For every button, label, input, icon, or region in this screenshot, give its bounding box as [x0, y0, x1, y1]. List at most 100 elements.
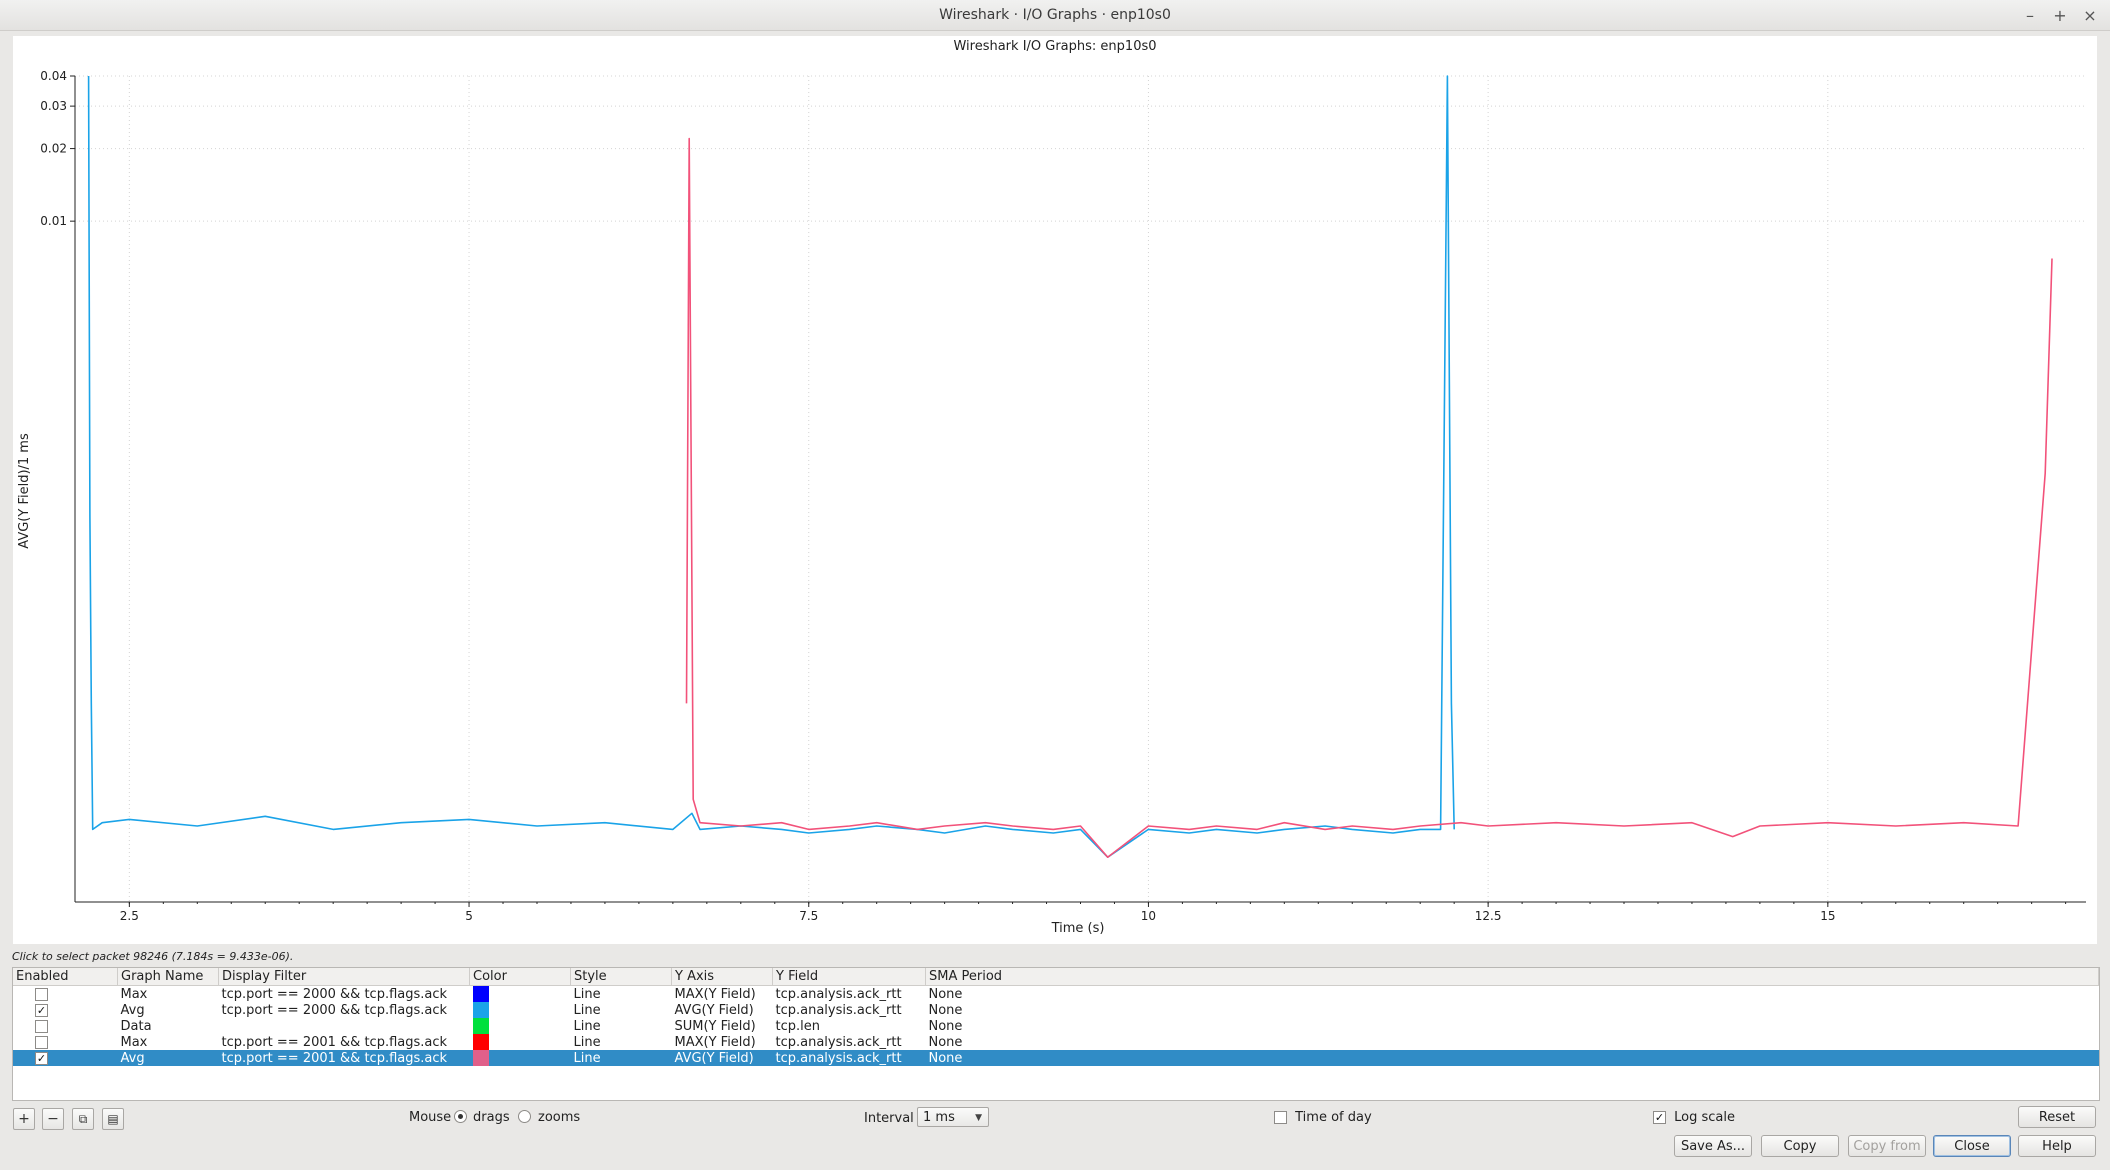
col-enabled[interactable]: Enabled	[13, 968, 118, 986]
copy-from-button[interactable]: Copy from	[1848, 1135, 1926, 1157]
maximize-button[interactable]: +	[2053, 5, 2067, 25]
sma-period-cell[interactable]: None	[928, 1002, 963, 1018]
duplicate-graph-button[interactable]: ⧉	[72, 1108, 94, 1130]
graph-name-cell[interactable]: Max	[120, 986, 148, 1002]
y-tick-label: 0.02	[40, 142, 67, 156]
color-cell[interactable]	[469, 1050, 571, 1066]
col-y-field[interactable]: Y Field	[772, 968, 926, 986]
x-tick-label: 5	[465, 909, 473, 923]
time-of-day-checkbox[interactable]: Time of day	[1274, 1110, 1372, 1125]
x-tick-label: 7.5	[799, 909, 818, 923]
graph-name-cell[interactable]: Max	[120, 1034, 148, 1050]
window-titlebar: Wireshark · I/O Graphs · enp10s0 – + ×	[0, 0, 2110, 31]
enabled-cell[interactable]	[13, 986, 118, 1003]
sma-period-cell[interactable]: None	[925, 1050, 2099, 1066]
zooms-radio[interactable]	[518, 1110, 531, 1123]
graph-row[interactable]: ✓ Avg tcp.port == 2001 && tcp.flags.ack Lin…	[13, 1050, 2099, 1066]
time-of-day-check[interactable]	[1274, 1111, 1287, 1124]
color-swatch[interactable]	[472, 1002, 489, 1018]
color-cell[interactable]	[470, 1018, 571, 1034]
add-graph-button[interactable]: +	[13, 1108, 35, 1130]
series-line-1	[685, 137, 2053, 858]
help-button[interactable]: Help	[2018, 1135, 2096, 1157]
display-filter-cell[interactable]: tcp.port == 2000 && tcp.flags.ack	[221, 1002, 448, 1018]
drags-label[interactable]: drags	[473, 1110, 510, 1125]
style-cell[interactable]: Line	[573, 986, 601, 1002]
zooms-label[interactable]: zooms	[538, 1110, 581, 1125]
graph-name-cell[interactable]: Avg	[120, 1002, 145, 1018]
style-cell[interactable]: Line	[573, 1002, 601, 1018]
color-swatch[interactable]	[472, 1018, 489, 1034]
enabled-checkbox[interactable]	[35, 1035, 48, 1049]
axes: 2.5 5 7.5 10 12.5 15 0.01 0.02 0.03 0.04	[40, 69, 2086, 923]
display-filter-cell[interactable]	[219, 1018, 470, 1034]
y-axis-cell[interactable]: MAX(Y Field)	[674, 986, 756, 1002]
minimize-button[interactable]: –	[2026, 5, 2034, 25]
drags-radio[interactable]	[454, 1110, 467, 1123]
col-display-filter[interactable]: Display Filter	[218, 968, 470, 986]
enabled-checkbox[interactable]: ✓	[35, 1051, 48, 1065]
y-axis-label: AVG(Y Field)/1 ms	[17, 433, 32, 549]
enabled-cell[interactable]: ✓	[13, 1050, 118, 1066]
graph-table[interactable]: Enabled Graph Name Display Filter Color …	[12, 967, 2100, 1101]
color-cell[interactable]	[470, 986, 571, 1002]
graph-name-cell[interactable]: Data	[120, 1018, 152, 1034]
display-filter-cell[interactable]: tcp.port == 2001 && tcp.flags.ack	[218, 1050, 470, 1066]
y-axis-cell[interactable]: MAX(Y Field)	[674, 1034, 756, 1050]
style-cell[interactable]: Line	[573, 1018, 601, 1034]
col-color[interactable]: Color	[469, 968, 571, 986]
enabled-checkbox[interactable]: ✓	[35, 1003, 48, 1017]
copy-button[interactable]: Copy	[1761, 1135, 1839, 1157]
col-y-axis[interactable]: Y Axis	[671, 968, 773, 986]
display-filter-cell[interactable]: tcp.port == 2000 && tcp.flags.ack	[221, 986, 448, 1002]
y-field-cell[interactable]: tcp.analysis.ack_rtt	[775, 1034, 902, 1050]
y-field-cell[interactable]: tcp.analysis.ack_rtt	[775, 1002, 902, 1018]
y-field-cell[interactable]: tcp.analysis.ack_rtt	[772, 1050, 926, 1066]
io-graph-svg[interactable]: 2.5 5 7.5 10 12.5 15 0.01 0.02 0.03 0.04 Wireshar…	[13, 36, 2097, 944]
enabled-cell[interactable]	[13, 1034, 118, 1050]
y-field-cell[interactable]: tcp.analysis.ack_rtt	[775, 986, 902, 1002]
col-graph-name[interactable]: Graph Name	[117, 968, 219, 986]
reset-button[interactable]: Reset	[2018, 1106, 2096, 1128]
display-filter-cell[interactable]: tcp.port == 2001 && tcp.flags.ack	[221, 1034, 448, 1050]
graph-name-cell[interactable]: Avg	[117, 1050, 219, 1066]
col-style[interactable]: Style	[570, 968, 672, 986]
sma-period-cell[interactable]: None	[928, 986, 963, 1002]
graph-row[interactable]: Data Line SUM(Y Field) tcp.len None	[13, 1018, 2099, 1034]
y-field-cell[interactable]: tcp.len	[775, 1018, 820, 1034]
graph-table-header: Enabled Graph Name Display Filter Color …	[13, 968, 2099, 986]
enabled-cell[interactable]	[13, 1018, 118, 1034]
enabled-checkbox[interactable]	[35, 1019, 48, 1033]
color-cell[interactable]	[470, 1034, 571, 1050]
y-axis-cell[interactable]: AVG(Y Field)	[671, 1050, 773, 1066]
sma-period-cell[interactable]: None	[928, 1018, 963, 1034]
io-graph-plot[interactable]: 2.5 5 7.5 10 12.5 15 0.01 0.02 0.03 0.04 Wireshar…	[13, 36, 2097, 944]
enabled-cell[interactable]: ✓	[13, 1002, 118, 1018]
save-as-button[interactable]: Save As...	[1674, 1135, 1752, 1157]
graph-row[interactable]: Max tcp.port == 2001 && tcp.flags.ack Line…	[13, 1034, 2099, 1050]
x-tick-label: 10	[1141, 909, 1156, 923]
clear-graphs-button[interactable]: ▤	[102, 1108, 124, 1130]
y-axis-cell[interactable]: AVG(Y Field)	[674, 1002, 754, 1018]
grid	[75, 75, 2086, 902]
color-swatch[interactable]	[472, 1050, 489, 1066]
graph-row[interactable]: ✓ Avg tcp.port == 2000 && tcp.flags.ack Lin…	[13, 1002, 2099, 1018]
log-scale-checkbox[interactable]: ✓ Log scale	[1653, 1110, 1735, 1125]
close-window-button[interactable]: ×	[2083, 5, 2097, 25]
remove-graph-button[interactable]: −	[42, 1108, 64, 1130]
col-sma-period[interactable]: SMA Period	[925, 968, 2099, 986]
graph-row[interactable]: Max tcp.port == 2000 && tcp.flags.ack Line…	[13, 986, 2099, 1003]
y-axis-cell[interactable]: SUM(Y Field)	[674, 1018, 756, 1034]
color-swatch[interactable]	[472, 1034, 489, 1050]
style-cell[interactable]: Line	[573, 1034, 601, 1050]
enabled-checkbox[interactable]	[35, 987, 48, 1001]
sma-period-cell[interactable]: None	[928, 1034, 963, 1050]
interval-value: 1 ms	[923, 1110, 955, 1125]
chart-title: Wireshark I/O Graphs: enp10s0	[953, 39, 1156, 54]
interval-select[interactable]: 1 ms ▼	[917, 1107, 989, 1127]
log-scale-check[interactable]: ✓	[1653, 1111, 1666, 1124]
style-cell[interactable]: Line	[570, 1050, 672, 1066]
color-swatch[interactable]	[472, 986, 489, 1002]
color-cell[interactable]	[470, 1002, 571, 1018]
close-button[interactable]: Close	[1933, 1135, 2011, 1157]
